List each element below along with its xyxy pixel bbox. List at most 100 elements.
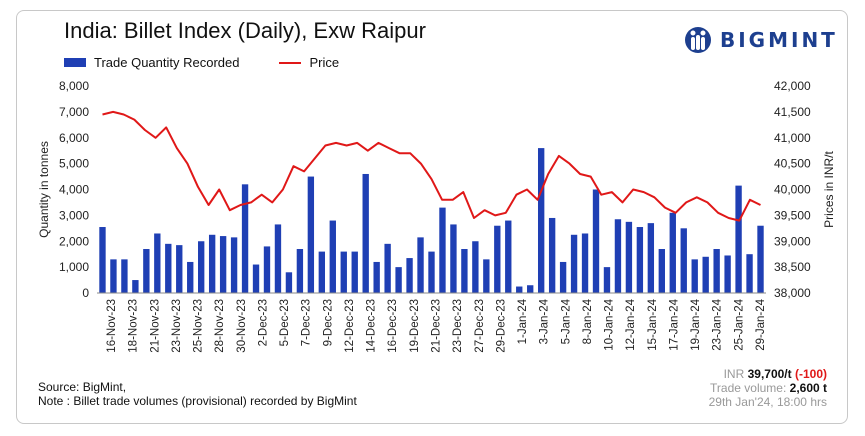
x-tick-label: 27-Dec-23 <box>474 299 486 353</box>
quantity-bar <box>329 220 336 293</box>
y-right-tick-label: 40,000 <box>774 183 811 197</box>
quantity-bar <box>99 227 106 293</box>
quantity-bar <box>724 255 731 293</box>
quantity-bar <box>154 233 161 293</box>
quantity-bar <box>527 285 534 293</box>
x-tick-label: 25-Nov-23 <box>193 299 205 353</box>
x-tick-label: 28-Nov-23 <box>214 299 226 353</box>
x-tick-label: 1-Jan-24 <box>517 298 529 344</box>
quantity-bar <box>581 233 589 293</box>
y-left-tick-label: 2,000 <box>59 234 89 248</box>
quantity-bar <box>241 184 249 293</box>
y-right-tick-label: 39,500 <box>774 208 811 222</box>
y-left-axis-title: Quantity in tonnes <box>37 141 51 238</box>
quantity-bar <box>340 251 347 293</box>
y-left-tick-label: 8,000 <box>59 79 89 93</box>
quantity-bar <box>406 258 413 293</box>
price-summary: INR 39,700/t (-100) Trade volume: 2,600 … <box>709 367 827 409</box>
quantity-bar <box>198 241 205 293</box>
y-left-tick-label: 4,000 <box>59 183 89 197</box>
price-line <box>102 110 761 222</box>
quantity-bar <box>165 243 172 293</box>
quantity-bar <box>110 259 117 293</box>
quantity-bar <box>252 264 260 293</box>
legend-line-label: Price <box>309 55 340 70</box>
quantity-bar <box>121 259 128 293</box>
x-tick-label: 21-Nov-23 <box>149 299 161 353</box>
x-tick-label: 21-Dec-23 <box>431 299 443 353</box>
x-tick-label: 23-Jan-24 <box>712 298 724 350</box>
y-left-tick-label: 5,000 <box>59 157 89 171</box>
quantity-bar <box>505 220 512 293</box>
quantity-bar <box>373 261 380 293</box>
quantity-bar <box>417 237 424 293</box>
quantity-bar <box>625 221 633 293</box>
quantity-bar <box>230 237 238 293</box>
price-change: (-100) <box>794 367 827 381</box>
brand-logo: BIGMINT <box>684 24 838 56</box>
x-tick-label: 19-Jan-24 <box>690 298 702 350</box>
y-right-tick-label: 40,500 <box>774 157 811 171</box>
quantity-bar <box>307 176 315 293</box>
quantity-bar <box>614 219 622 293</box>
quantity-bar <box>713 249 720 293</box>
y-left-tick-label: 6,000 <box>59 131 89 145</box>
quantity-bar <box>143 249 150 293</box>
quantity-bar <box>516 286 523 293</box>
x-tick-label: 3-Jan-24 <box>539 298 551 344</box>
y-left-tick-label: 3,000 <box>59 208 89 222</box>
chart-title: India: Billet Index (Daily), Exw Raipur <box>64 18 426 43</box>
y-right-tick-label: 39,000 <box>774 234 811 248</box>
x-tick-label: 8-Jan-24 <box>582 298 594 344</box>
chart-frame <box>16 10 848 424</box>
quantity-bar <box>537 148 545 293</box>
x-tick-label: 18-Nov-23 <box>128 299 140 353</box>
quantity-bar <box>592 189 600 293</box>
x-tick-label: 12-Jan-24 <box>625 298 637 350</box>
x-tick-label: 9-Dec-23 <box>322 299 334 346</box>
quantity-bar <box>658 249 665 293</box>
quantity-bar <box>483 259 490 293</box>
volume-value: 2,600 t <box>789 381 827 395</box>
brand-mark-icon <box>685 27 711 53</box>
legend-bar-label: Trade Quantity Recorded <box>94 55 240 70</box>
volume-label: Trade volume: <box>710 381 790 395</box>
quantity-bar <box>274 224 282 293</box>
x-tick-label: 23-Dec-23 <box>452 299 464 353</box>
quantity-bar <box>176 245 183 293</box>
y-left-tick-label: 0 <box>82 286 89 300</box>
quantity-bar <box>494 225 501 293</box>
quantity-bar <box>472 241 479 293</box>
x-tick-label: 16-Dec-23 <box>387 299 399 353</box>
quantity-bar <box>702 256 709 293</box>
price-value: 39,700/t <box>747 367 792 381</box>
x-tick-label: 16-Nov-23 <box>106 299 118 353</box>
x-tick-label: 5-Jan-24 <box>560 298 572 344</box>
x-tick-label: 12-Dec-23 <box>344 299 356 353</box>
quantity-bar <box>428 251 435 293</box>
y-left-tick-label: 1,000 <box>59 260 89 274</box>
quantity-bar <box>570 234 578 293</box>
quantity-bar <box>439 207 446 293</box>
x-tick-label: 23-Nov-23 <box>171 299 183 353</box>
y-right-axis-title: Prices in INR/t <box>822 150 836 227</box>
quantity-bar <box>384 243 391 293</box>
x-tick-label: 14-Dec-23 <box>366 299 378 353</box>
legend-line-swatch <box>279 61 302 64</box>
footer-notes: Source: BigMint, Note : Billet trade vol… <box>38 380 357 408</box>
quantity-bar <box>559 261 567 293</box>
quantity-bar <box>548 217 556 293</box>
quantity-bar <box>263 246 271 293</box>
y-right-tick-label: 42,000 <box>774 79 811 93</box>
x-tick-label: 29-Dec-23 <box>495 299 507 353</box>
x-tick-label: 15-Jan-24 <box>647 298 659 350</box>
quantity-bar <box>219 236 227 293</box>
price-prefix: INR <box>723 367 748 381</box>
x-tick-label: 7-Dec-23 <box>301 299 313 346</box>
x-tick-label: 10-Jan-24 <box>604 298 616 350</box>
quantity-bar <box>647 223 655 293</box>
quantity-bar <box>461 249 468 293</box>
quantity-bar <box>691 259 698 293</box>
legend-bar-swatch <box>64 58 86 67</box>
